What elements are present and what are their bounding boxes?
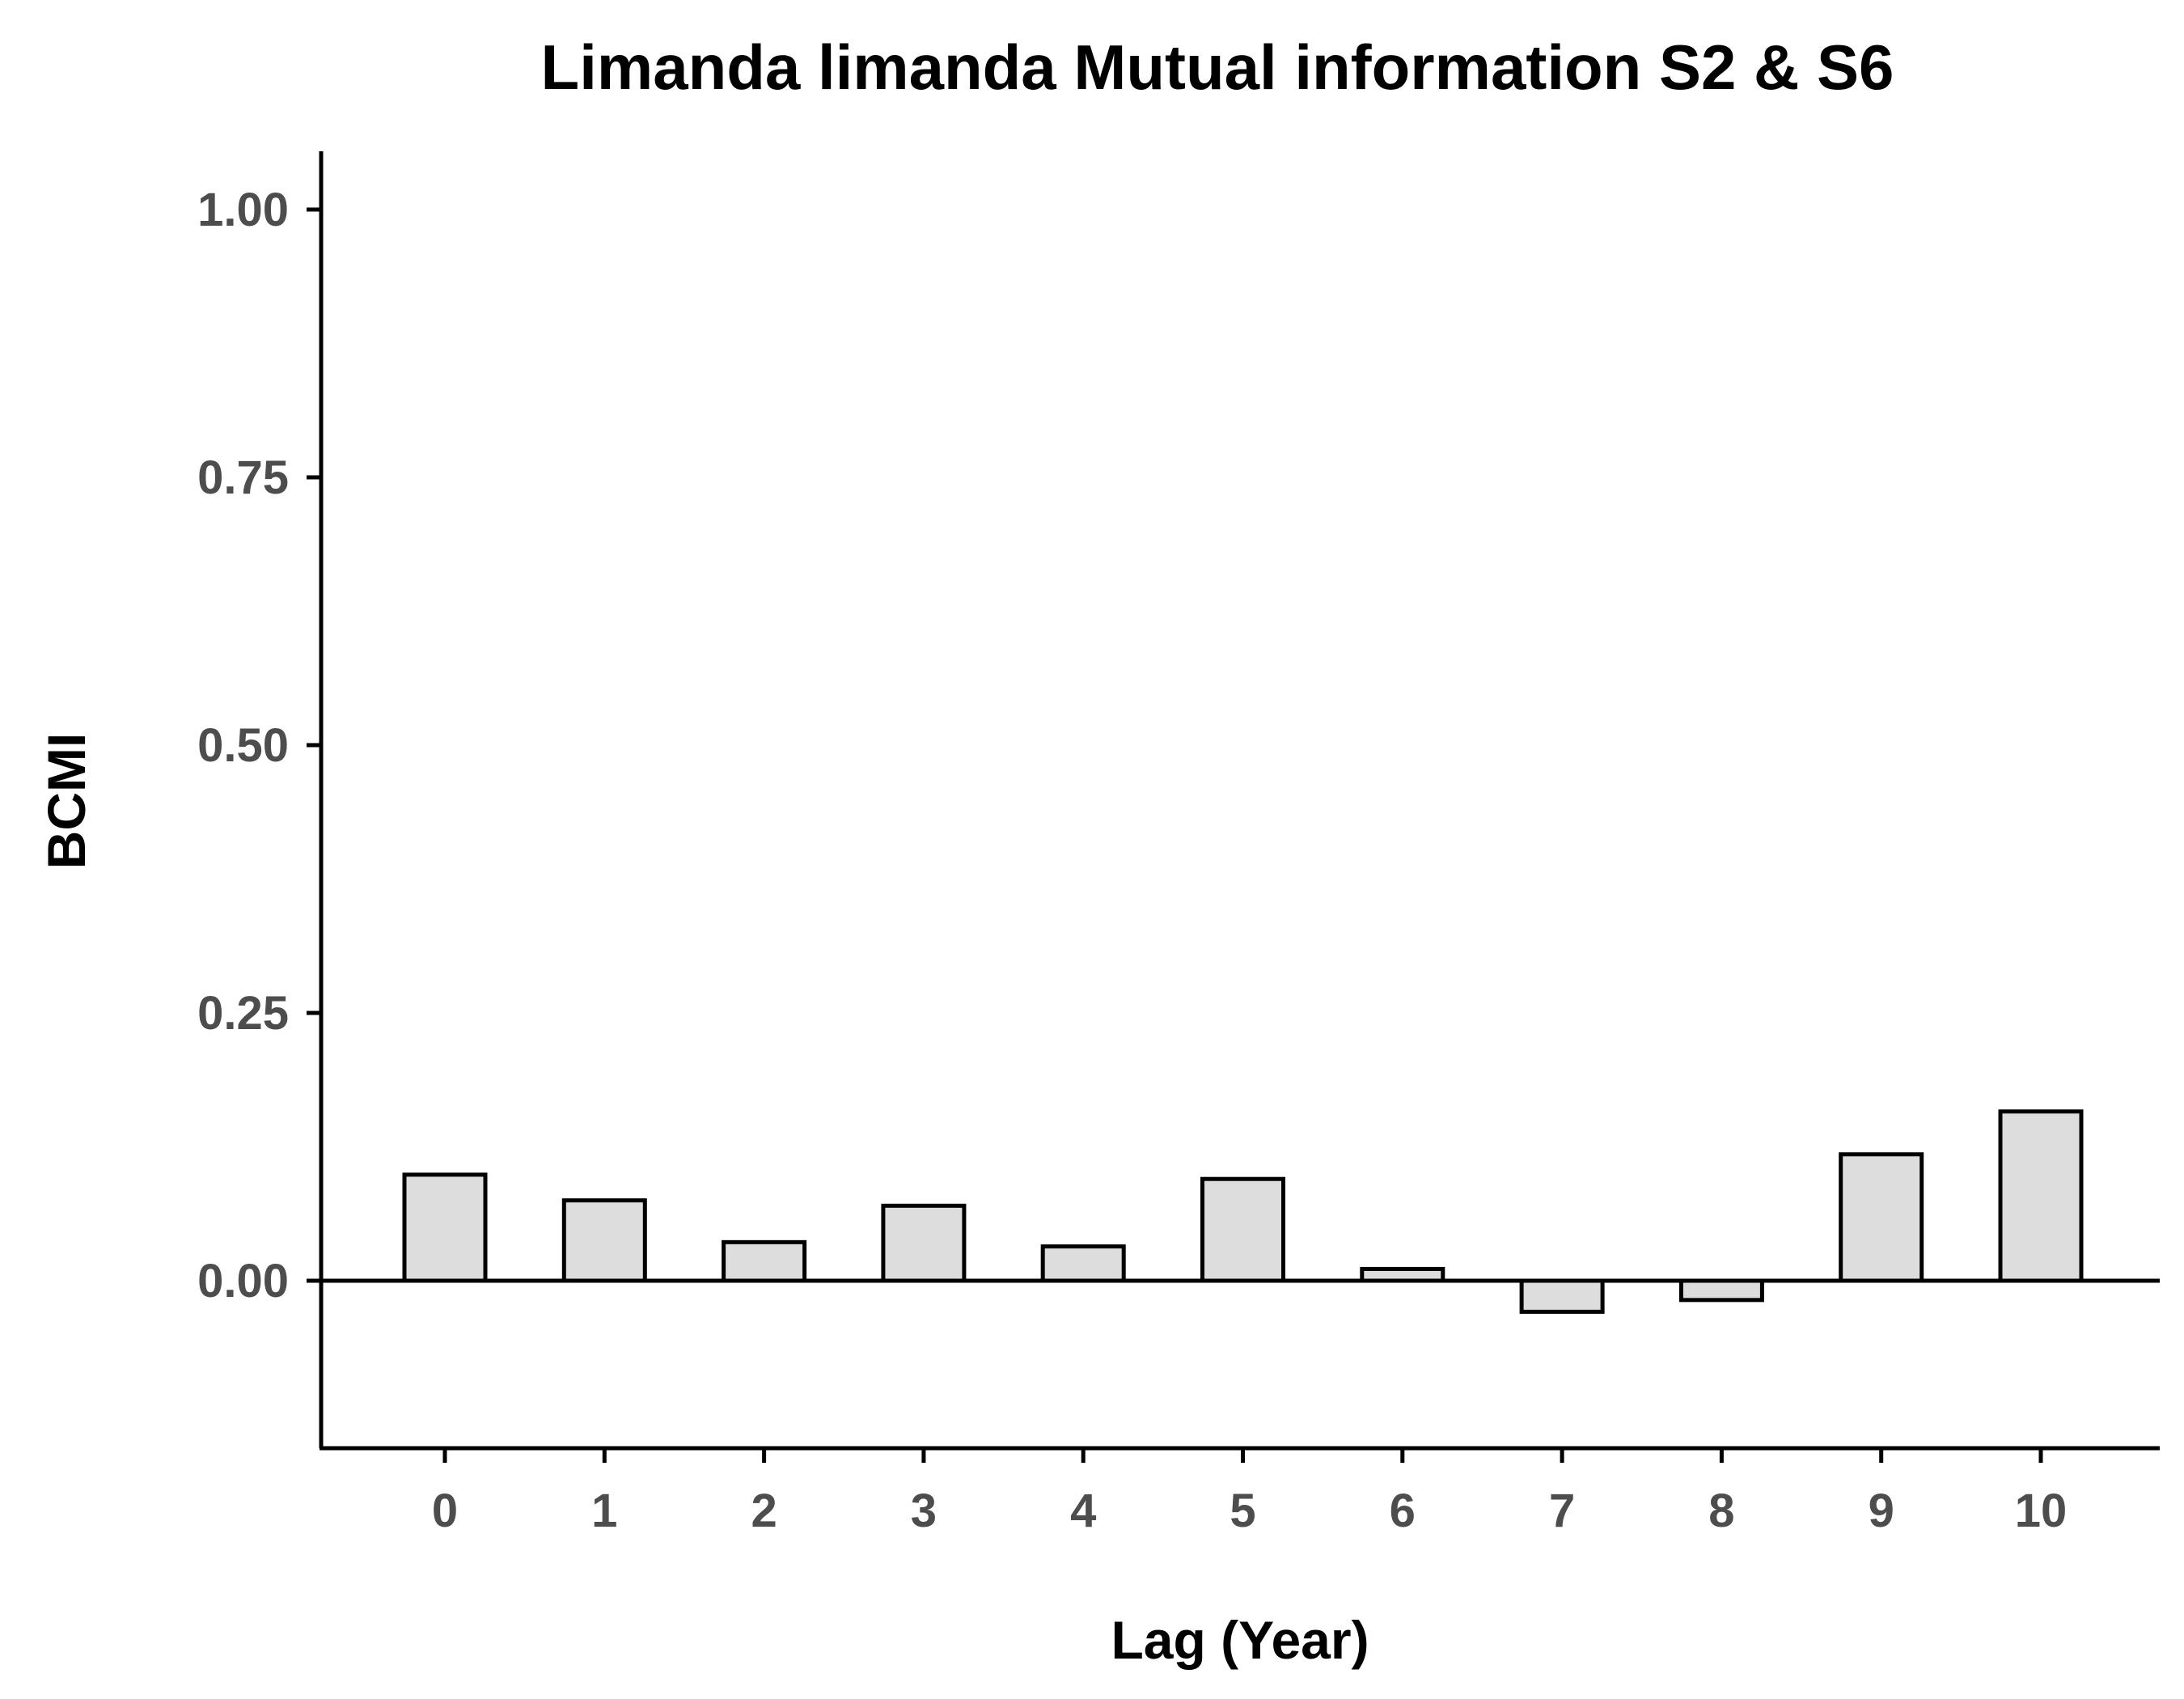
bar-lag-3 — [881, 1203, 967, 1283]
x-tick-label: 0 — [432, 1485, 458, 1537]
chart-title: Limanda limanda Mutual information S2 & … — [541, 32, 1894, 103]
x-tick-label: 5 — [1230, 1485, 1255, 1537]
x-tick-label: 1 — [591, 1485, 617, 1537]
x-tick-label: 3 — [911, 1485, 937, 1537]
bar-lag-4 — [1040, 1244, 1126, 1283]
x-tick-label: 7 — [1549, 1485, 1575, 1537]
y-tick-label: 1.00 — [197, 184, 289, 236]
x-tick-label: 10 — [2015, 1485, 2068, 1537]
bar-lag-1 — [561, 1198, 647, 1283]
plot-area: 0.00 0.25 0.50 0.75 1.00 0 1 2 3 4 5 6 7 8 9 10 — [197, 151, 2160, 1537]
y-tick-label: 0.00 — [197, 1255, 289, 1307]
x-tick-label: 9 — [1869, 1485, 1894, 1537]
y-tick-label: 0.50 — [197, 719, 289, 772]
x-tick-label: 6 — [1390, 1485, 1416, 1537]
x-axis-title: Lag (Year) — [1111, 1610, 1369, 1670]
bar-lag-10 — [1998, 1109, 2084, 1283]
x-tick-label: 8 — [1708, 1485, 1734, 1537]
bar-lag-8 — [1678, 1278, 1764, 1303]
y-tick-label: 0.25 — [197, 987, 289, 1040]
y-axis-title: BCMI — [36, 733, 96, 870]
x-tick-label: 2 — [751, 1485, 777, 1537]
bar-lag-0 — [402, 1172, 488, 1283]
bar-lag-2 — [722, 1239, 807, 1283]
bar-lag-9 — [1839, 1152, 1924, 1283]
y-tick-label: 0.75 — [197, 451, 289, 504]
bar-lag-7 — [1519, 1278, 1605, 1314]
bar-lag-5 — [1200, 1176, 1285, 1283]
x-tick-label: 4 — [1070, 1485, 1096, 1537]
